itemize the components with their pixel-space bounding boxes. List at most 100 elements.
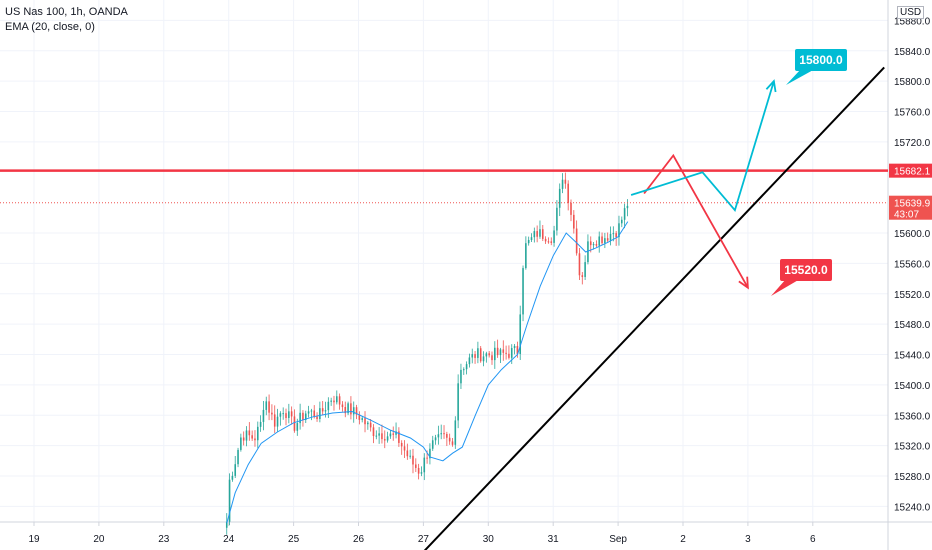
currency-badge[interactable]: USD (897, 6, 925, 19)
candle-body (400, 442, 403, 447)
time-tick-label: 6 (810, 534, 816, 545)
candle-body (601, 236, 603, 244)
candle-body (381, 433, 383, 440)
candle-body (242, 437, 245, 441)
resistance-price-label-bg (889, 163, 932, 178)
candle-body (533, 231, 536, 238)
price-tick-label: 15400.0 (894, 381, 931, 392)
candle-body (440, 433, 443, 435)
price-tick-label: 15520.0 (894, 290, 931, 301)
candle-body (567, 183, 569, 203)
candle-body (618, 223, 620, 238)
candle-body (367, 422, 369, 425)
candle-body (494, 347, 496, 361)
candle-body (355, 407, 358, 415)
candle-body (502, 349, 505, 353)
candle-body (307, 411, 310, 414)
candle-body (256, 426, 259, 441)
candle-body (604, 238, 606, 244)
candle-body (556, 207, 558, 231)
candle-body (350, 403, 352, 415)
time-tick-label: 2 (680, 534, 686, 545)
candle-body (426, 457, 428, 459)
target-up-callout-box (795, 49, 847, 71)
candle-body (541, 229, 544, 239)
candle-body (460, 369, 462, 384)
target-up-callout-text: 15800.0 (799, 53, 843, 67)
candle-body (251, 435, 253, 439)
candle-body (519, 314, 522, 354)
time-tick-label: 19 (28, 534, 40, 545)
bearish-scenario-path-arrowhead (738, 276, 749, 290)
candle-body (358, 414, 361, 420)
price-tick-label: 15800.0 (894, 77, 931, 88)
bearish-scenario-path (643, 153, 749, 289)
candle-body (304, 413, 307, 420)
candle-body (389, 433, 392, 437)
candle-body (313, 410, 316, 417)
candle-body (465, 364, 468, 370)
candle-body (471, 354, 474, 358)
price-tick-label: 15720.0 (894, 138, 931, 149)
candle-body (285, 413, 287, 418)
candle-body (553, 230, 555, 243)
candle-body (488, 353, 490, 356)
candle-body (423, 457, 426, 473)
candle-body (336, 396, 338, 403)
candle-body (530, 237, 533, 241)
target-down-callout-text: 15520.0 (784, 263, 828, 277)
candle-body (547, 241, 550, 243)
candle-body (558, 188, 561, 208)
candle-body (412, 455, 414, 465)
candle-body (231, 475, 234, 480)
candle-body (429, 448, 431, 459)
candle-body (271, 412, 273, 415)
resistance-price-label: 15682.1 (894, 167, 931, 178)
candle-body (550, 241, 553, 243)
candle-body (352, 407, 355, 415)
candle-body (319, 408, 321, 420)
candle-body (431, 440, 434, 449)
candle-body (443, 433, 445, 435)
target-down-callout-box (780, 259, 832, 281)
candle-body (415, 464, 417, 468)
plot-area (0, 0, 888, 522)
ema-indicator-label[interactable]: EMA (20, close, 0) (5, 21, 95, 33)
candle-body (403, 446, 406, 451)
candle-body (372, 427, 375, 436)
price-tick-label: 15600.0 (894, 229, 931, 240)
candle-body (321, 408, 324, 412)
trend-line (423, 66, 885, 550)
candle-body (575, 228, 578, 254)
candle-body (584, 262, 586, 277)
candle-body (496, 347, 499, 356)
last-price-label-countdown: 43:07 (894, 210, 919, 221)
candle-body (434, 437, 437, 441)
candle-body (544, 238, 547, 242)
candle-body (485, 353, 488, 357)
candle-body (296, 423, 299, 431)
candle-body (626, 205, 629, 209)
candle-body (369, 422, 372, 428)
candle-body (620, 219, 623, 224)
candle-body (564, 179, 567, 184)
candle-body (587, 241, 589, 263)
candle-body (522, 268, 524, 315)
candle-body (420, 472, 423, 474)
candle-body (468, 357, 471, 365)
price-tick-label: 15440.0 (894, 351, 931, 362)
candle-body (386, 436, 389, 441)
candle-body (228, 479, 231, 522)
bullish-scenario-path (630, 80, 775, 213)
candle-body (505, 352, 507, 354)
candle-body (446, 434, 448, 438)
candle-body (513, 345, 516, 349)
time-tick-label: 23 (158, 534, 170, 545)
candle-body (344, 407, 347, 414)
candle-body (536, 231, 538, 237)
time-tick-label: Sep (609, 534, 627, 545)
symbol-title[interactable]: US Nas 100, 1h, OANDA (5, 6, 128, 18)
candle-body (282, 413, 284, 415)
